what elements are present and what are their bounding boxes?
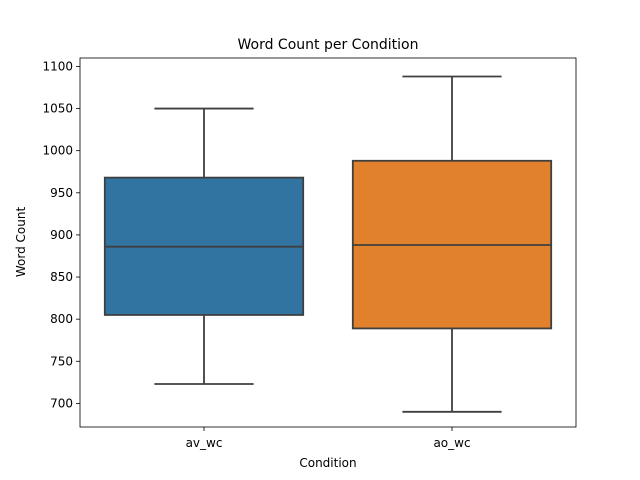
plot-area: 700 750 800 850 900 950 1000 1050 1100 av_wc ao_wc <box>42 57 577 450</box>
chart-title: Word Count per Condition <box>238 37 419 53</box>
y-tick-label: 900 <box>50 228 73 242</box>
y-tick-label: 700 <box>50 396 73 410</box>
x-axis-label: Condition <box>299 456 356 470</box>
y-tick-label: 800 <box>50 312 73 326</box>
y-tick-label: 750 <box>50 354 73 368</box>
x-tick-label: ao_wc <box>433 436 470 450</box>
plot-frame <box>79 57 577 428</box>
y-tick-label: 1000 <box>42 144 73 158</box>
y-tick-label: 950 <box>50 186 73 200</box>
y-tick-label: 1100 <box>42 59 73 73</box>
y-tick-label: 850 <box>50 270 73 284</box>
y-tick-label: 1050 <box>42 102 73 116</box>
x-tick-label: av_wc <box>186 436 223 450</box>
y-axis-label: Word Count <box>14 207 28 278</box>
